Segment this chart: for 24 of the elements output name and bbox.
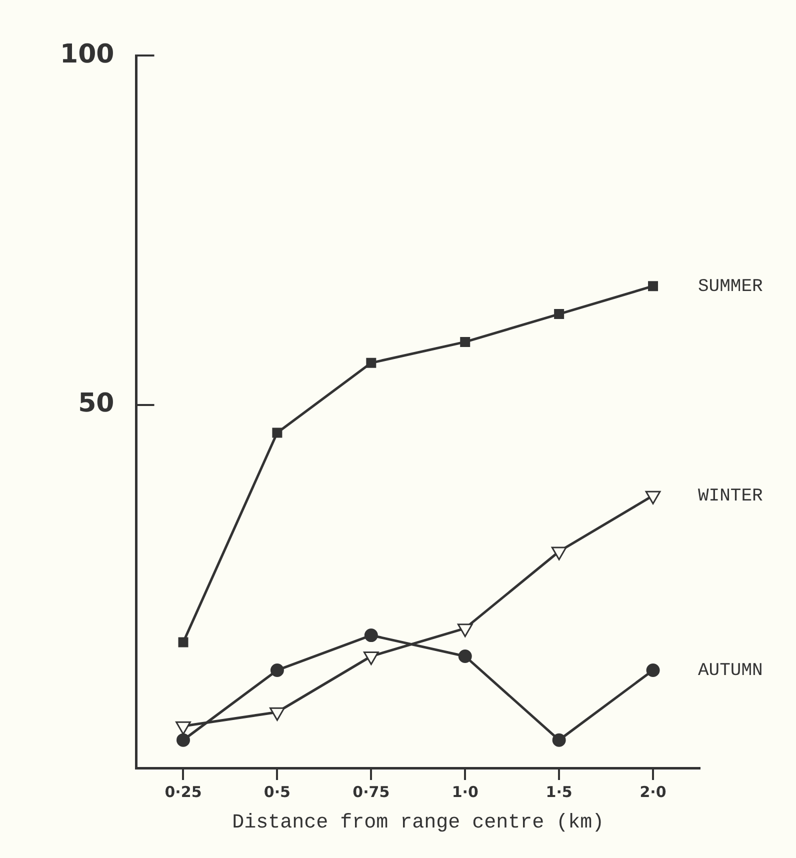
x-tick-label: 2·0: [640, 782, 666, 801]
point: [176, 733, 190, 747]
x-axis-title: Distance from range centre (km): [232, 811, 604, 834]
point: [270, 663, 284, 677]
y-tick-label: 50: [78, 388, 114, 419]
point: [554, 309, 564, 320]
x-tick-label: 1·5: [546, 782, 572, 801]
x-tick-label: 0·5: [264, 782, 290, 801]
y-tick-label: 100: [60, 39, 114, 70]
text: AUTUMN: [698, 660, 763, 681]
point: [178, 637, 188, 648]
point: [648, 281, 658, 292]
point: [458, 650, 472, 663]
text: SUMMER: [698, 276, 764, 297]
point: [364, 628, 378, 642]
point: [552, 733, 566, 747]
x-tick-label: 0·75: [352, 782, 390, 801]
point: [460, 336, 470, 347]
text: WINTER: [698, 486, 764, 506]
x-tick-label: 1·0: [452, 782, 478, 801]
point: [272, 428, 282, 438]
point: [646, 663, 660, 677]
x-tick-label: 0·25: [164, 782, 202, 801]
point: [366, 358, 376, 368]
